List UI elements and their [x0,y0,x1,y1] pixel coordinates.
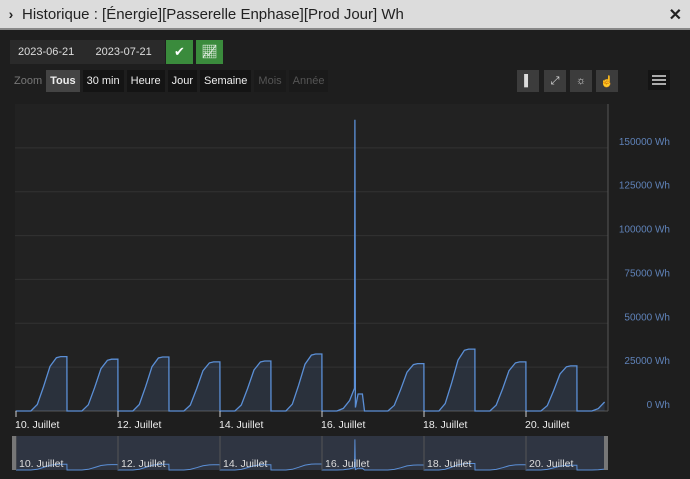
zoom-mois: Mois [254,70,286,92]
zoom-label: Zoom [14,75,43,87]
y-tick-label: 100000 Wh [619,225,670,236]
x-tick-label: 16. Juillet [321,419,365,431]
sun-icon: ☼ [575,75,587,87]
zoom-30-min[interactable]: 30 min [82,70,124,92]
column-icon: ▌ [524,75,532,87]
series-line [16,119,606,412]
hamburger-icon[interactable] [648,70,670,90]
compress-button[interactable]: ⤢ [544,70,566,92]
column-button[interactable]: ▌ [517,70,539,92]
date-range: 2023-06-21 2023-07-21 [10,40,165,64]
navigator-tick-label: 10. Juillet [19,458,63,470]
window-title: Historique : [Énergie][Passerelle Enphas… [22,5,404,23]
x-tick-label: 12. Juillet [117,419,161,431]
zoom-heure[interactable]: Heure [126,70,165,92]
chart-line-icon: 📈︎ [201,44,218,59]
chart-type-button[interactable]: 📈︎ [196,40,223,64]
x-tick-label: 10. Juillet [15,419,59,431]
navigator-tick-label: 12. Juillet [121,458,165,470]
window-title-bar: › Historique : [Énergie][Passerelle Enph… [0,0,690,30]
navigator-right-handle[interactable] [604,436,608,470]
y-tick-label: 125000 Wh [619,181,670,192]
x-tick-label: 20. Juillet [525,419,569,431]
navigator-tick-label: 16. Juillet [325,458,369,470]
validate-button[interactable]: ✔ [166,40,193,64]
end-date-input[interactable]: 2023-07-21 [95,46,152,58]
chevron-right-icon[interactable]: › [8,6,14,22]
check-icon: ✔ [174,44,185,59]
x-tick-label: 14. Juillet [219,419,263,431]
y-tick-label: 75000 Wh [624,268,670,279]
zoom-selector: Zoom Tous 30 min Heure Jour Semaine Mois Année [14,70,329,92]
y-tick-label: 25000 Wh [624,356,670,367]
pointer-button[interactable]: ☝ [596,70,618,92]
zoom-jour[interactable]: Jour [167,70,197,92]
zoom-tous[interactable]: Tous [46,70,80,92]
zoom-année: Année [288,70,329,92]
y-tick-label: 50000 Wh [624,312,670,323]
navigator-left-handle[interactable] [12,436,16,470]
compress-icon: ⤢ [550,74,560,87]
navigator-tick-label: 14. Juillet [223,458,267,470]
y-tick-label: 0 Wh [647,400,670,411]
sun-button[interactable]: ☼ [570,70,592,92]
x-tick-label: 18. Juillet [423,419,467,431]
close-icon[interactable]: ✕ [668,7,682,24]
pointer-hand-icon: ☝ [600,75,614,88]
navigator-tick-label: 18. Juillet [427,458,471,470]
y-tick-label: 150000 Wh [619,137,670,148]
zoom-semaine[interactable]: Semaine [200,70,252,92]
navigator-tick-label: 20. Juillet [529,458,573,470]
start-date-input[interactable]: 2023-06-21 [18,46,75,58]
